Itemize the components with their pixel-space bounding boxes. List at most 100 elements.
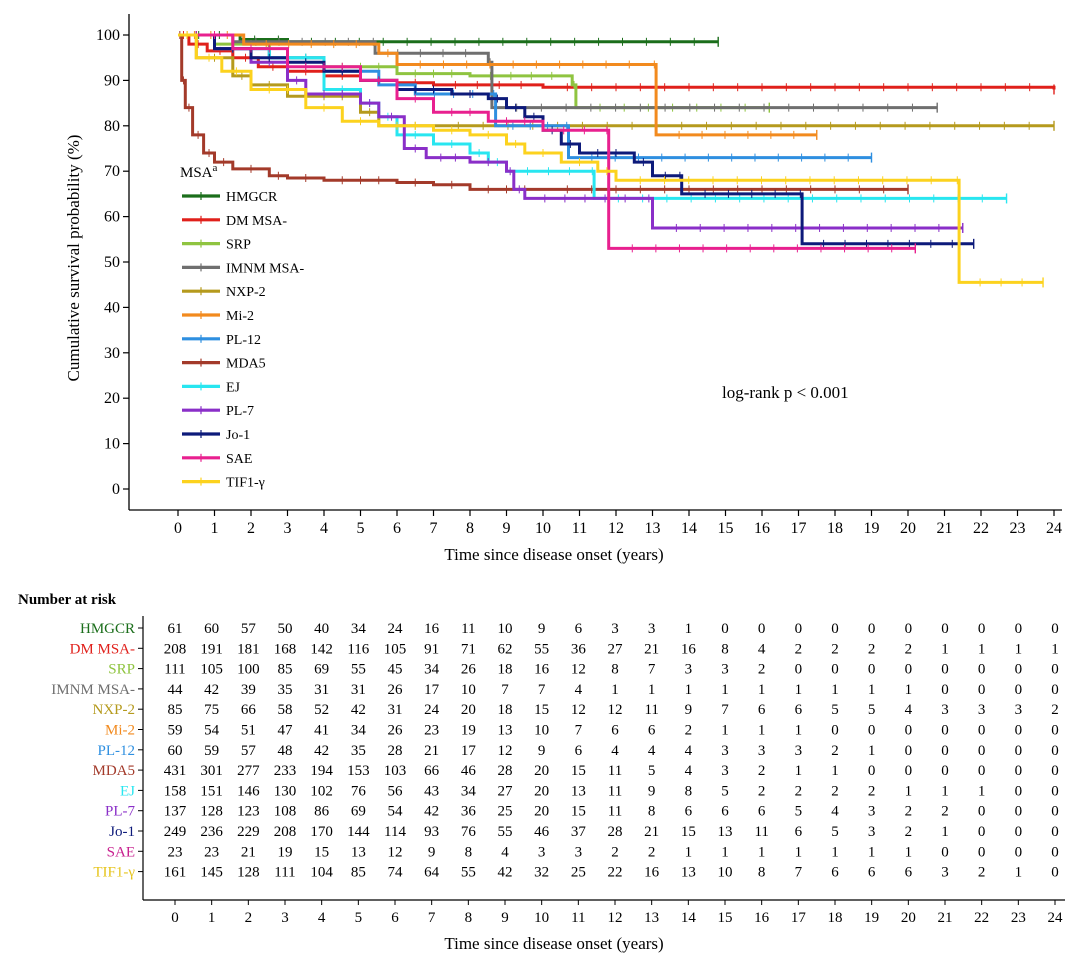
risk-cell: 60 xyxy=(204,621,219,637)
risk-cell: 3 xyxy=(941,702,949,718)
risk-cell: 0 xyxy=(831,723,839,739)
risk-cell: 6 xyxy=(721,804,729,820)
risk-x-tick-label: 20 xyxy=(901,910,916,926)
legend-entry-mda5: MDA5 xyxy=(226,357,266,372)
risk-cell: 2 xyxy=(905,641,913,657)
risk-cell: 130 xyxy=(274,783,297,799)
risk-cell: 0 xyxy=(1051,743,1059,759)
x-tick-label: 15 xyxy=(718,520,734,537)
risk-cell: 1 xyxy=(685,844,693,860)
risk-cell: 6 xyxy=(868,865,876,881)
risk-cell: 18 xyxy=(498,702,513,718)
legend-entry-jo-1: Jo-1 xyxy=(226,428,250,443)
risk-cell: 10 xyxy=(534,723,549,739)
risk-cell: 17 xyxy=(461,743,477,759)
risk-cell: 16 xyxy=(644,865,660,881)
risk-cell: 15 xyxy=(681,824,696,840)
risk-cell: 1 xyxy=(611,682,619,698)
risk-cell: 0 xyxy=(831,621,839,637)
risk-cell: 12 xyxy=(498,743,513,759)
risk-cell: 4 xyxy=(905,702,913,718)
risk-cell: 0 xyxy=(941,621,949,637)
risk-cell: 1 xyxy=(868,743,876,759)
risk-cell: 25 xyxy=(498,804,513,820)
risk-cell: 39 xyxy=(241,682,256,698)
risk-cell: 208 xyxy=(164,641,187,657)
x-tick-label: 6 xyxy=(393,520,401,537)
risk-cell: 0 xyxy=(1015,723,1023,739)
x-tick-label: 8 xyxy=(466,520,474,537)
risk-cell: 0 xyxy=(1051,824,1059,840)
risk-cell: 54 xyxy=(204,723,220,739)
risk-row-label: PL-12 xyxy=(98,743,136,759)
risk-cell: 0 xyxy=(1051,804,1059,820)
risk-cell: 26 xyxy=(461,662,477,678)
x-tick-label: 13 xyxy=(645,520,661,537)
risk-cell: 170 xyxy=(310,824,333,840)
risk-cell: 93 xyxy=(424,824,439,840)
x-tick-label: 16 xyxy=(754,520,770,537)
risk-cell: 3 xyxy=(538,844,546,860)
risk-cell: 21 xyxy=(644,641,659,657)
risk-cell: 123 xyxy=(237,804,260,820)
legend-title-text: MSA xyxy=(180,165,213,181)
risk-cell: 20 xyxy=(534,763,549,779)
risk-cell: 47 xyxy=(278,723,294,739)
risk-cell: 0 xyxy=(905,723,913,739)
km-curve-mda5 xyxy=(178,33,908,191)
x-tick-label: 20 xyxy=(900,520,916,537)
risk-cell: 31 xyxy=(314,682,329,698)
risk-cell: 12 xyxy=(608,702,623,718)
risk-cell: 11 xyxy=(461,621,475,637)
risk-cell: 1 xyxy=(905,783,913,799)
risk-cell: 0 xyxy=(1015,844,1023,860)
risk-cell: 45 xyxy=(388,662,403,678)
risk-cell: 0 xyxy=(795,621,803,637)
risk-cell: 5 xyxy=(831,824,839,840)
km-chart: Cumulative survival probability (%) Time… xyxy=(64,14,1062,564)
risk-cell: 144 xyxy=(347,824,370,840)
risk-cell: 9 xyxy=(648,783,656,799)
risk-x-tick-label: 8 xyxy=(465,910,473,926)
risk-cell: 5 xyxy=(795,804,803,820)
x-tick-label: 22 xyxy=(973,520,989,537)
risk-cell: 0 xyxy=(868,662,876,678)
risk-cell: 2 xyxy=(1051,702,1059,718)
risk-cell: 19 xyxy=(461,723,476,739)
risk-x-tick-label: 14 xyxy=(681,910,697,926)
risk-cell: 2 xyxy=(758,763,766,779)
risk-cell: 2 xyxy=(685,723,693,739)
risk-cell: 1 xyxy=(648,682,656,698)
y-tick-label: 10 xyxy=(104,436,120,453)
risk-cell: 7 xyxy=(721,702,729,718)
risk-cell: 9 xyxy=(428,844,436,860)
risk-cell: 59 xyxy=(168,723,183,739)
risk-cell: 249 xyxy=(164,824,187,840)
risk-cell: 3 xyxy=(575,844,583,860)
risk-cell: 24 xyxy=(424,702,440,718)
risk-cell: 0 xyxy=(978,824,986,840)
km-curve-mi-2 xyxy=(178,33,817,137)
risk-row-label: SAE xyxy=(107,844,135,860)
risk-cell: 6 xyxy=(648,723,656,739)
risk-cell: 7 xyxy=(648,662,656,678)
risk-cell: 55 xyxy=(498,824,513,840)
risk-cell: 7 xyxy=(575,723,583,739)
risk-cell: 10 xyxy=(718,865,733,881)
risk-cell: 0 xyxy=(868,723,876,739)
km-curve-sae xyxy=(178,33,916,250)
risk-cell: 21 xyxy=(241,844,256,860)
y-tick-label: 80 xyxy=(104,118,120,135)
risk-cell: 60 xyxy=(168,743,183,759)
risk-cell: 3 xyxy=(721,763,729,779)
risk-cell: 85 xyxy=(351,865,366,881)
legend-title-superscript: a xyxy=(213,162,218,174)
risk-x-tick-label: 7 xyxy=(428,910,436,926)
risk-cell: 128 xyxy=(200,804,223,820)
risk-cell: 194 xyxy=(310,763,333,779)
risk-cell: 26 xyxy=(388,723,404,739)
risk-cell: 0 xyxy=(1051,783,1059,799)
risk-cell: 2 xyxy=(648,844,656,860)
y-tick-label: 100 xyxy=(96,27,120,44)
risk-cell: 24 xyxy=(388,621,404,637)
